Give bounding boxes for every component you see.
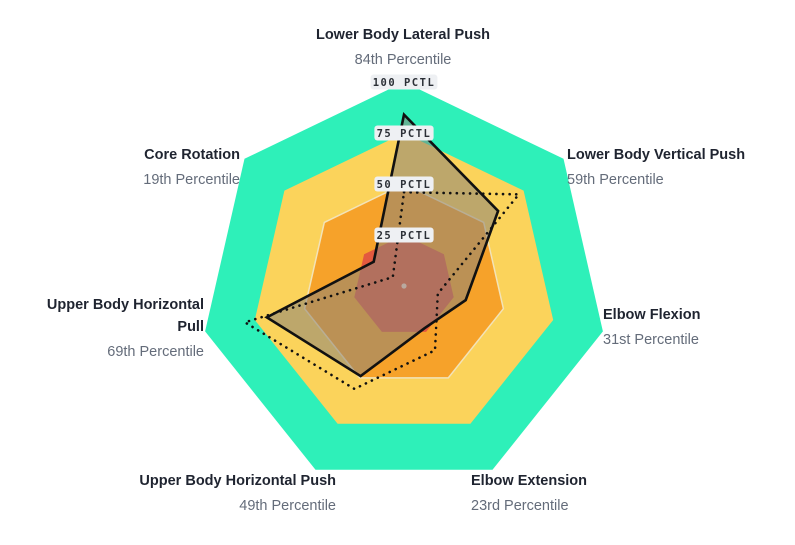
axis-name: Core Rotation <box>144 147 240 163</box>
axis-label-lower-body-vertical-push: Lower Body Vertical Push 59th Percentile <box>567 144 782 191</box>
ring-tag-label: 25 PCTL <box>377 230 432 242</box>
axis-percentile: 31st Percentile <box>603 332 699 348</box>
ring-tag-75: 75 PCTL <box>374 125 434 141</box>
axis-label-core-rotation: Core Rotation 19th Percentile <box>40 144 240 191</box>
axis-label-upper-body-horizontal-push: Upper Body Horizontal Push 49th Percenti… <box>96 470 336 517</box>
axis-percentile: 69th Percentile <box>107 344 204 360</box>
ring-tag-label: 50 PCTL <box>377 179 432 191</box>
ring-tag-background <box>370 74 438 90</box>
axis-label-lower-body-lateral-push: Lower Body Lateral Push 84th Percentile <box>253 24 553 71</box>
series-polygon <box>264 111 500 378</box>
axis-name: Elbow Flexion <box>603 307 701 323</box>
ring-tag-label: 100 PCTL <box>373 77 436 89</box>
ring-tag-25: 25 PCTL <box>374 227 434 243</box>
axis-name: Elbow Extension <box>471 473 588 489</box>
axis-percentile: 23rd Percentile <box>471 498 569 514</box>
comparison-polygon <box>241 190 522 391</box>
axis-label-elbow-flexion: Elbow Flexion 31st Percentile <box>603 304 783 351</box>
axis-label-elbow-extension: Elbow Extension 23rd Percentile <box>471 470 671 517</box>
axis-name: Upper Body Horizontal Push <box>139 473 336 489</box>
axis-percentile: 84th Percentile <box>354 52 452 68</box>
ring-tag-background <box>374 176 434 192</box>
axis-name: Upper Body Horizontal Pull <box>46 297 204 335</box>
axis-percentile: 49th Percentile <box>239 498 336 514</box>
comparison-series <box>241 190 522 391</box>
axis-percentile: 19th Percentile <box>143 172 240 188</box>
ring-tag-background <box>374 125 434 141</box>
axis-label-upper-body-horizontal-pull: Upper Body Horizontal Pull 69th Percenti… <box>18 294 204 363</box>
ring-tag-50: 50 PCTL <box>374 176 434 192</box>
ring-tag-background <box>374 227 434 243</box>
athlete-series <box>264 111 500 378</box>
ring-tags: 100 PCTL 75 PCTL 50 PCTL 25 PCTL <box>370 74 438 243</box>
ring-tag-label: 75 PCTL <box>377 128 432 140</box>
axis-percentile: 59th Percentile <box>567 172 664 188</box>
ring-tag-100: 100 PCTL <box>370 74 438 90</box>
axis-name: Lower Body Vertical Push <box>567 147 746 163</box>
axis-name: Lower Body Lateral Push <box>315 27 491 43</box>
